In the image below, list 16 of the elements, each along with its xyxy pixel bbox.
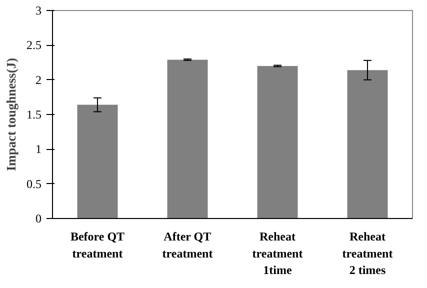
y-tick-label: 0.5	[26, 176, 42, 191]
bar	[257, 66, 298, 218]
x-tick-label: Reheat treatment 2 times	[342, 230, 393, 278]
y-tick-label: 1.5	[26, 108, 42, 122]
x-tick-label: Before QT treatment	[70, 230, 125, 260]
x-tick-label: After QT treatment	[162, 230, 213, 260]
bar	[347, 70, 388, 218]
y-tick-label: 2.5	[26, 38, 42, 52]
y-axis-title: Impact toughness(J)	[4, 58, 18, 172]
x-tick-label: Reheat treatment 1time	[252, 230, 303, 278]
y-tick-label: 3	[36, 4, 42, 18]
bar	[167, 60, 208, 218]
y-tick-label: 0	[36, 212, 42, 226]
y-tick-label: 1	[36, 142, 42, 156]
y-tick-label: 2	[36, 72, 42, 87]
bar	[77, 104, 118, 218]
